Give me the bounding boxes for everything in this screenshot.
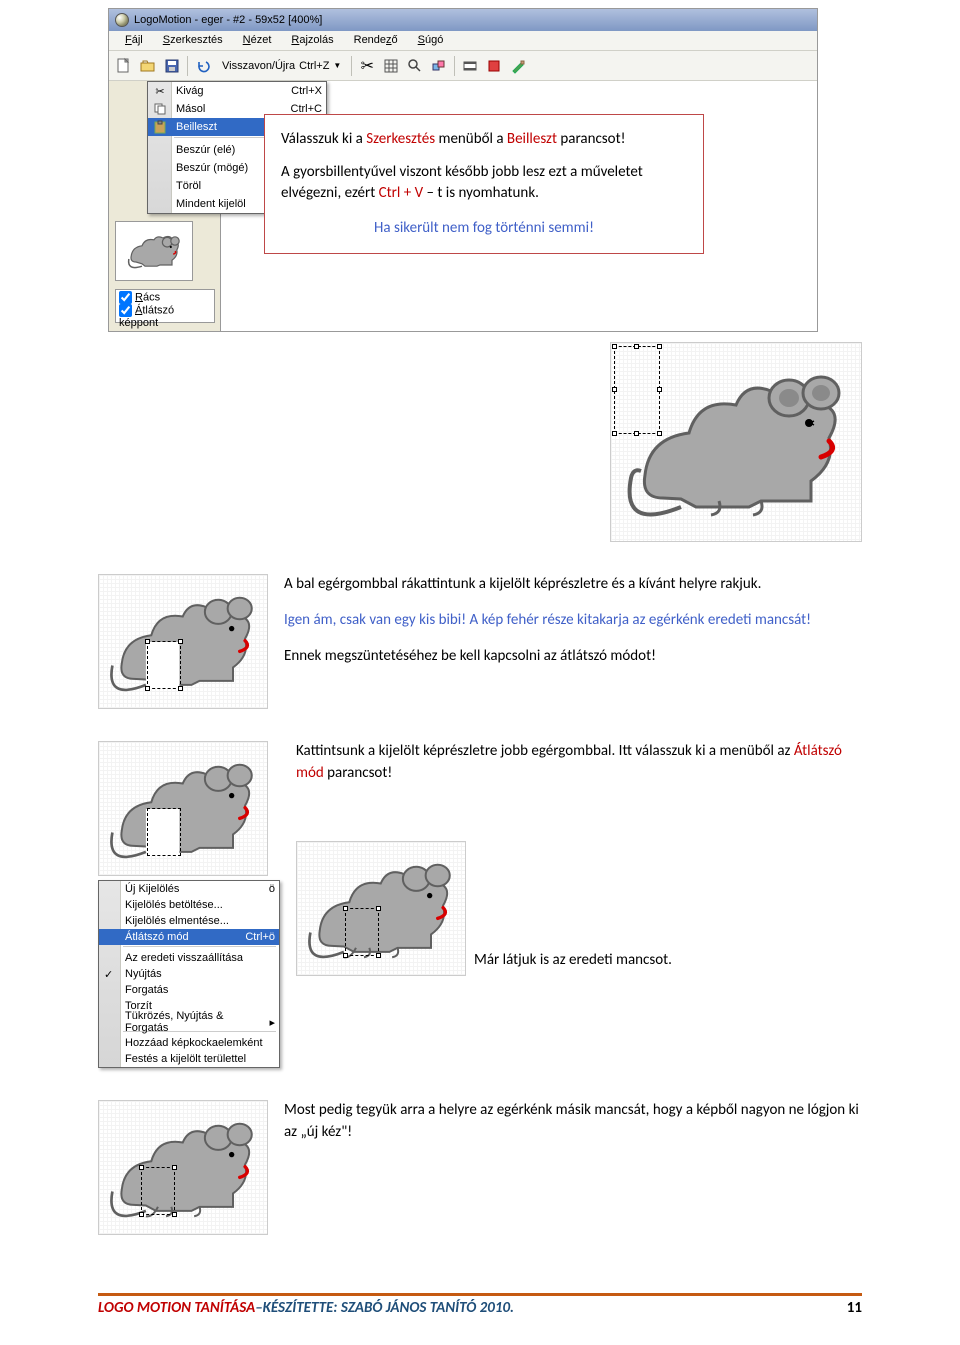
- thumbnail[interactable]: [115, 221, 193, 281]
- para2: Igen ám, csak van egy kis bibi! A kép fe…: [284, 610, 862, 632]
- callout-p3: Ha sikerült nem fog történni semmi!: [281, 218, 687, 239]
- toolbar: Visszavon/Újra Ctrl+Z ▼ ✂: [109, 51, 817, 81]
- ctx-atlatszo-mod[interactable]: Átlátszó mód Ctrl+ö: [99, 929, 279, 945]
- context-menu: Új Kijelölés ö Kijelölés betöltése... Ki…: [98, 880, 280, 1068]
- menu-nezet[interactable]: Nézet: [233, 31, 282, 50]
- para5: Már látjuk is az eredeti mancsot.: [474, 950, 672, 976]
- callout-p1: Válasszuk ki a Szerkesztés menüből a Bei…: [281, 129, 687, 150]
- menu-rajzolas[interactable]: Rajzolás: [281, 31, 343, 50]
- para4: Kattintsunk a kijelölt képrészletre jobb…: [296, 741, 862, 785]
- ctx-uj-kijeloles[interactable]: Új Kijelölés ö: [99, 881, 279, 897]
- mouse-image-2: [98, 574, 268, 709]
- para6: Most pedig tegyük arra a helyre az egérk…: [284, 1100, 862, 1144]
- para3: Ennek megszüntetéséhez be kell kapcsolni…: [284, 646, 862, 668]
- check-icon: ✓: [104, 968, 113, 981]
- ctx-hozzaad-kepkocka[interactable]: Hozzáad képkockaelemként: [99, 1035, 279, 1051]
- toolbar-film-icon[interactable]: [459, 55, 481, 77]
- toolbar-open-icon[interactable]: [137, 55, 159, 77]
- toolbar-shapes-icon[interactable]: [428, 55, 450, 77]
- window-title: LogoMotion - eger - #2 - 59x52 [400%]: [134, 14, 322, 26]
- toolbar-zoom-icon[interactable]: [404, 55, 426, 77]
- toolbar-undo-label[interactable]: Visszavon/Újra Ctrl+Z ▼: [216, 55, 347, 77]
- options-box: Rács Átlátszó képpont: [115, 289, 215, 323]
- cut-icon: ✂: [152, 83, 168, 99]
- footer-blue: KÉSZÍTETTE: SZABÓ JÁNOS TANÍTÓ 2010.: [263, 1299, 514, 1317]
- menu-kivag[interactable]: ✂ Kivág Ctrl+X: [148, 82, 326, 100]
- page-footer: LOGO MOTION TANÍTÁSA – KÉSZÍTETTE: SZABÓ…: [98, 1293, 862, 1317]
- toolbar-brush-icon[interactable]: [507, 55, 529, 77]
- toolbar-cut-icon[interactable]: ✂: [356, 55, 378, 77]
- menu-sugo[interactable]: Súgó: [408, 31, 454, 50]
- mouse-plus-context: Új Kijelölés ö Kijelölés betöltése... Ki…: [98, 741, 280, 1068]
- chevron-right-icon: ▸: [269, 1016, 275, 1029]
- menu-fajl[interactable]: Fájl: [115, 31, 153, 50]
- mouse-image-4: [296, 841, 466, 976]
- toolbar-undo-text: Visszavon/Újra: [222, 60, 295, 72]
- toolbar-save-icon[interactable]: [161, 55, 183, 77]
- ctx-nyujtas[interactable]: ✓ Nyújtás: [99, 966, 279, 982]
- ctx-eredeti-visszaallitasa[interactable]: Az eredeti visszaállítása: [99, 950, 279, 966]
- ctx-forgatas[interactable]: Forgatás: [99, 982, 279, 998]
- ctx-kijeloles-elmentese[interactable]: Kijelölés elmentése...: [99, 913, 279, 929]
- page-number: 11: [847, 1299, 862, 1317]
- copy-icon: [152, 101, 168, 117]
- toolbar-color-icon[interactable]: [483, 55, 505, 77]
- check-racs[interactable]: Rács: [119, 291, 211, 304]
- footer-red: LOGO MOTION TANÍTÁSA: [98, 1299, 255, 1317]
- ctx-kijeloles-betoltese[interactable]: Kijelölés betöltése...: [99, 897, 279, 913]
- menubar: Fájl Szerkesztés Nézet Rajzolás Rendező …: [109, 31, 817, 51]
- app-icon: [115, 13, 129, 27]
- toolbar-undo-shortcut: Ctrl+Z: [299, 60, 329, 72]
- titlebar: LogoMotion - eger - #2 - 59x52 [400%]: [109, 9, 817, 31]
- toolbar-undo-icon[interactable]: [192, 55, 214, 77]
- callout-p2: A gyorsbillentyűvel viszont később jobb …: [281, 162, 687, 204]
- menu-rendezo[interactable]: Rendező: [344, 31, 408, 50]
- mouse-image-3: [98, 741, 268, 876]
- para1: A bal egérgombbal rákattintunk a kijelöl…: [284, 574, 862, 596]
- ctx-tukrozes[interactable]: Tükrözés, Nyújtás & Forgatás ▸: [99, 1014, 279, 1030]
- mouse-image-5: [98, 1100, 268, 1235]
- ctx-festes-kijelolt[interactable]: Festés a kijelölt területtel: [99, 1051, 279, 1067]
- menu-szerkesztes[interactable]: Szerkesztés: [153, 31, 233, 50]
- paste-icon: [152, 119, 168, 135]
- toolbar-new-icon[interactable]: [113, 55, 135, 77]
- mouse-image-1: [610, 342, 862, 542]
- check-atlatszo[interactable]: Átlátszó képpont: [119, 304, 211, 329]
- callout-box: Válasszuk ki a Szerkesztés menüből a Bei…: [264, 114, 704, 254]
- toolbar-grid-icon[interactable]: [380, 55, 402, 77]
